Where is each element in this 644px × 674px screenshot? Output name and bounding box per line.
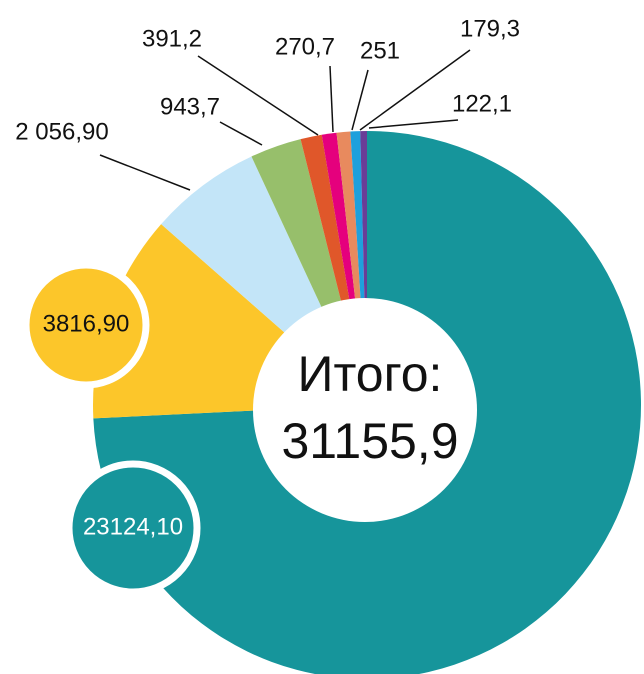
leader-line [197,55,319,136]
value-label: 179,3 [460,15,520,42]
value-label: 122,1 [452,90,512,117]
value-label: 23124,10 [83,513,183,540]
leader-line [359,49,471,131]
leader-line [219,121,263,146]
leader-line [351,69,369,131]
value-label: 3816,90 [43,310,130,337]
value-label: 943,7 [160,93,220,120]
total-label: 31155,9 [281,413,458,469]
leader-line [99,154,191,191]
value-label: 270,7 [275,33,335,60]
value-label: 251 [360,37,400,64]
value-label: 2 056,90 [15,118,108,145]
label-bubble [65,460,201,596]
center-title: Итого: [298,346,443,402]
label-bubble [22,261,150,389]
center-hole [253,298,477,522]
leader-line [368,119,459,129]
value-label: 391,2 [142,25,202,52]
leader-line [329,65,334,133]
